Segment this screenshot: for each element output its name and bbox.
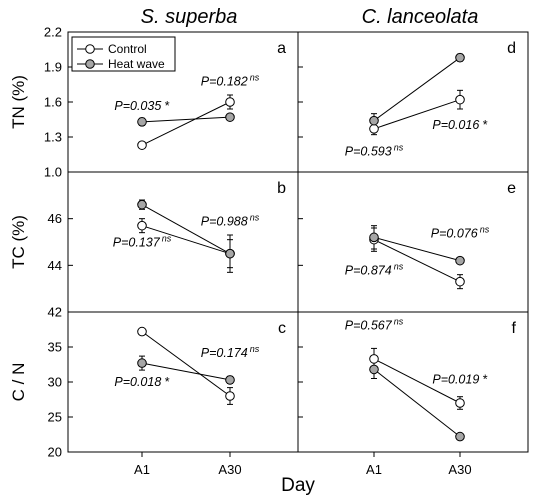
legend-label-control: Control (108, 42, 147, 56)
p-value-annotation: P=0.019 * (432, 372, 487, 386)
data-point-heat-wave (455, 255, 465, 266)
panel-e: e P=0.874 ns P=0.076 ns (297, 171, 529, 313)
y-tick-label: 1.0 (44, 165, 62, 180)
series-line-heat-wave (141, 362, 231, 381)
panel-c: c 20 25 30 35 C / N A1 A30 P=0.018 * P=0.174 ns (9, 311, 299, 477)
panel-label: e (507, 180, 516, 197)
data-point-control (369, 124, 379, 134)
panel-label: c (278, 320, 286, 337)
data-point-heat-wave (137, 117, 147, 127)
p-value-annotation: P=0.988 ns (201, 213, 260, 229)
y-tick-label: 30 (48, 375, 62, 390)
data-point-control (225, 391, 235, 401)
data-point-control (137, 326, 147, 337)
data-point-heat-wave (369, 232, 379, 243)
p-value-annotation: P=0.567 ns (345, 317, 404, 333)
series-line-heat-wave (141, 204, 231, 255)
panel-b: b 42 44 46 TC (%) P=0.137 ns P=0.988 ns (9, 171, 299, 320)
series-line-heat-wave (373, 369, 461, 437)
series-line-control (141, 331, 231, 397)
p-value-annotation: P=0.874 ns (345, 262, 404, 278)
data-point-control (455, 276, 465, 287)
series-line-control (373, 99, 461, 130)
y-tick-label: 46 (48, 211, 62, 226)
legend-marker-heat-wave (85, 59, 95, 69)
p-value-annotation: P=0.016 * (432, 118, 487, 132)
panel-label: a (277, 40, 286, 57)
y-tick-label: 1.6 (44, 95, 62, 110)
p-value-annotation: P=0.018 * (114, 375, 169, 389)
series-line-heat-wave (141, 116, 231, 123)
data-point-control (455, 398, 465, 408)
data-point-heat-wave (225, 248, 235, 259)
panel-frame (67, 171, 299, 313)
panel-label: b (277, 180, 286, 197)
panel-frame (297, 171, 529, 313)
series-line-control (373, 358, 461, 404)
legend-marker-control (85, 44, 95, 54)
p-value-annotation: P=0.593 ns (345, 143, 404, 159)
data-point-control (455, 94, 465, 105)
y-tick-label: 1.3 (44, 130, 62, 145)
y-axis-label: TN (%) (9, 75, 28, 129)
data-point-heat-wave (455, 431, 465, 442)
p-value-annotation: P=0.182 ns (201, 73, 260, 89)
column-title-left: S. superba (141, 6, 238, 28)
y-tick-label: 20 (48, 445, 62, 460)
x-axis-label: Day (281, 475, 315, 496)
column-title-right: C. lanceolata (362, 6, 479, 28)
legend-label-heat-wave: Heat wave (108, 57, 165, 71)
data-point-heat-wave (455, 52, 465, 63)
panel-label: f (512, 320, 517, 337)
p-value-annotation: P=0.076 ns (431, 224, 490, 240)
panel-frame (67, 311, 299, 453)
data-point-heat-wave (225, 375, 235, 385)
panel-frame (297, 311, 529, 453)
data-point-heat-wave (369, 115, 379, 126)
y-tick-label: 1.9 (44, 60, 62, 75)
x-tick-label: A1 (134, 462, 150, 477)
data-point-heat-wave (137, 358, 147, 368)
y-tick-label: 44 (48, 258, 62, 273)
series-line-control (141, 225, 231, 255)
series-line-heat-wave (373, 57, 461, 122)
data-point-control (369, 354, 379, 364)
panel-d: d P=0.593 ns P=0.016 * (297, 31, 529, 173)
data-point-heat-wave (369, 364, 379, 375)
panel-f: f A1 A30 P=0.567 ns P=0.019 * (297, 311, 529, 477)
y-tick-label: 35 (48, 340, 62, 355)
panels: a 1.0 1.3 1.6 1.9 2.2 TN (%) P=0.035 * P=0.182 ns… (9, 25, 529, 477)
y-tick-label: 2.2 (44, 25, 62, 40)
y-axis-label: C / N (9, 363, 28, 402)
p-value-annotation: P=0.174 ns (201, 344, 260, 360)
p-value-annotation: P=0.137 ns (113, 234, 172, 250)
data-point-heat-wave (137, 199, 147, 210)
data-point-control (225, 97, 235, 107)
y-axis-label: TC (%) (9, 215, 28, 269)
y-tick-label: 25 (48, 410, 62, 425)
data-point-control (137, 140, 147, 150)
panel-label: d (507, 40, 516, 57)
data-point-heat-wave (225, 112, 235, 122)
series-line-control (373, 239, 461, 283)
x-tick-label: A30 (448, 462, 471, 477)
panel-frame (297, 31, 529, 173)
panel-a: a 1.0 1.3 1.6 1.9 2.2 TN (%) P=0.035 * P=0.182 ns… (9, 25, 299, 180)
x-tick-label: A1 (366, 462, 382, 477)
p-value-annotation: P=0.035 * (114, 99, 169, 113)
x-tick-label: A30 (218, 462, 241, 477)
series-line-heat-wave (373, 236, 461, 262)
data-point-control (137, 220, 147, 231)
series-line-control (141, 101, 231, 146)
y-tick-label: 42 (48, 305, 62, 320)
